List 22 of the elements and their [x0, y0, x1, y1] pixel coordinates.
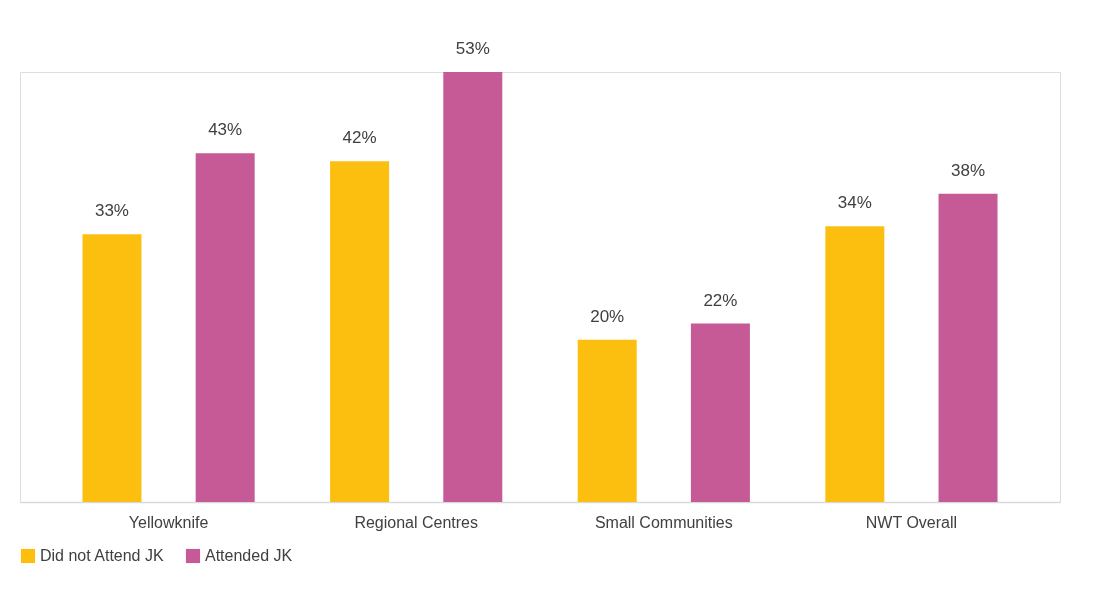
data-label: 33% — [94, 201, 129, 221]
data-label: 53% — [455, 39, 490, 58]
bar — [690, 323, 750, 502]
x-tick-label: Yellowknife — [128, 513, 209, 531]
data-label: 34% — [837, 193, 872, 213]
x-tick-label: Small Communities — [594, 513, 733, 531]
data-label: 20% — [590, 306, 625, 326]
data-label: 42% — [342, 128, 377, 148]
bar — [443, 72, 503, 502]
bar — [825, 226, 885, 502]
legend-label: Attended JK — [205, 547, 293, 564]
x-tick-label: Regional Centres — [354, 513, 478, 531]
bar — [82, 234, 142, 502]
bar — [330, 161, 390, 502]
data-label: 38% — [951, 160, 986, 180]
bar — [577, 339, 637, 502]
x-tick-label: NWT Overall — [865, 513, 958, 531]
data-label: 22% — [703, 290, 738, 310]
legend-label: Did not Attend JK — [40, 547, 164, 564]
data-label: 43% — [208, 120, 243, 140]
bar — [195, 153, 255, 502]
bar — [938, 193, 998, 502]
